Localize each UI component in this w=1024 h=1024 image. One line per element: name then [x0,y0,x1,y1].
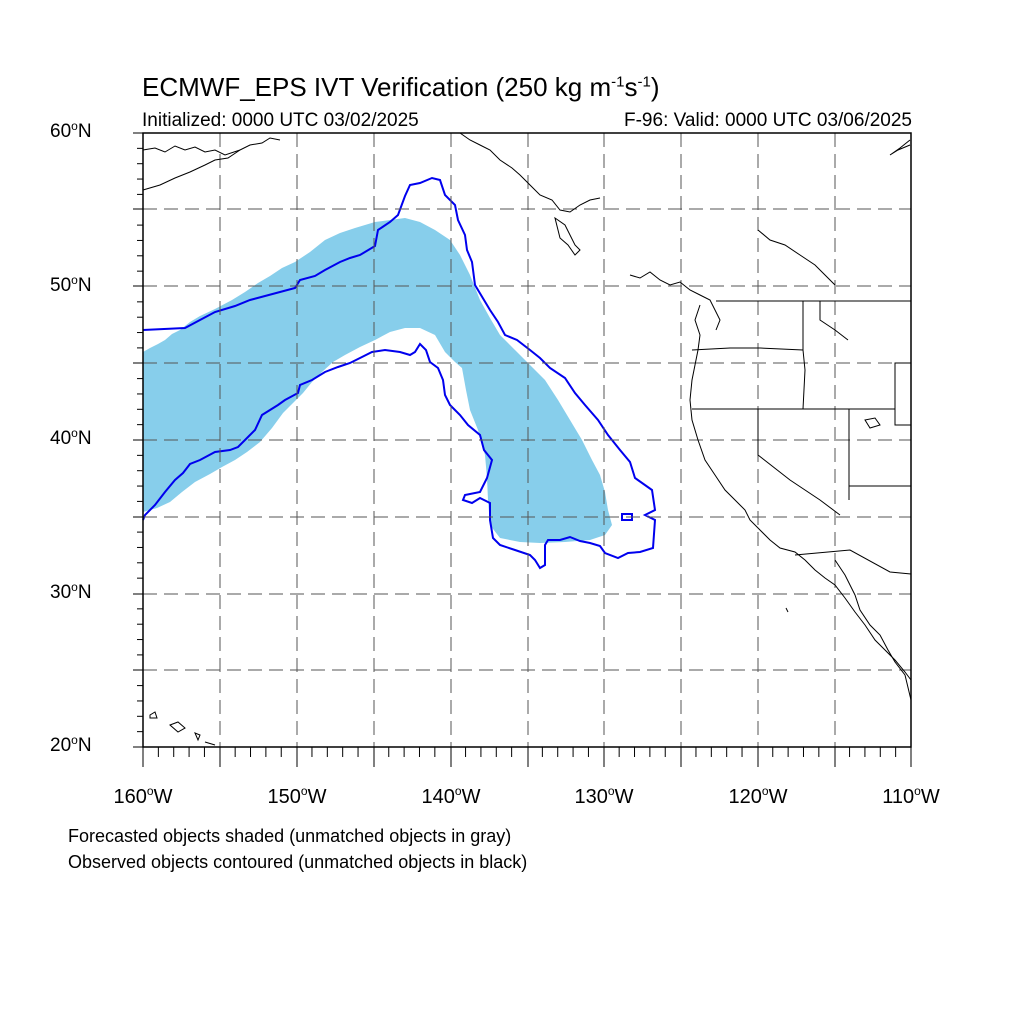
initialized-label: Initialized: 0000 UTC 03/02/2025 [142,110,419,131]
lat-label-30: 30oN [50,580,92,603]
lat-label-20: 20oN [50,733,92,756]
axis-ticks [133,132,912,767]
lon-label-130w: 130oW [574,784,634,808]
map-title: ECMWF_EPS IVT Verification (250 kg m-1s-… [142,72,660,102]
lon-label-160w: 160oW [113,784,173,808]
observed-legend-note: Observed objects contoured (unmatched ob… [68,852,528,872]
lon-label-110w: 110oW [882,784,940,808]
lon-label-120w: 120oW [728,784,788,808]
observed-contour [142,176,657,570]
minor-ticks [137,147,897,757]
lat-label-60: 60oN [50,119,92,142]
forecast-object [143,218,612,543]
coastlines [142,132,912,746]
observed-contour-small [621,513,633,521]
lat-label-40: 40oN [50,426,92,449]
lon-label-140w: 140oW [421,784,481,808]
forecast-legend-note: Forecasted objects shaded (unmatched obj… [68,826,512,846]
lon-label-150w: 150oW [267,784,327,808]
valid-time-label: F-96: Valid: 0000 UTC 03/06/2025 [624,110,912,131]
lat-label-50: 50oN [50,273,92,296]
political-borders [691,300,912,575]
graticule [143,133,911,747]
